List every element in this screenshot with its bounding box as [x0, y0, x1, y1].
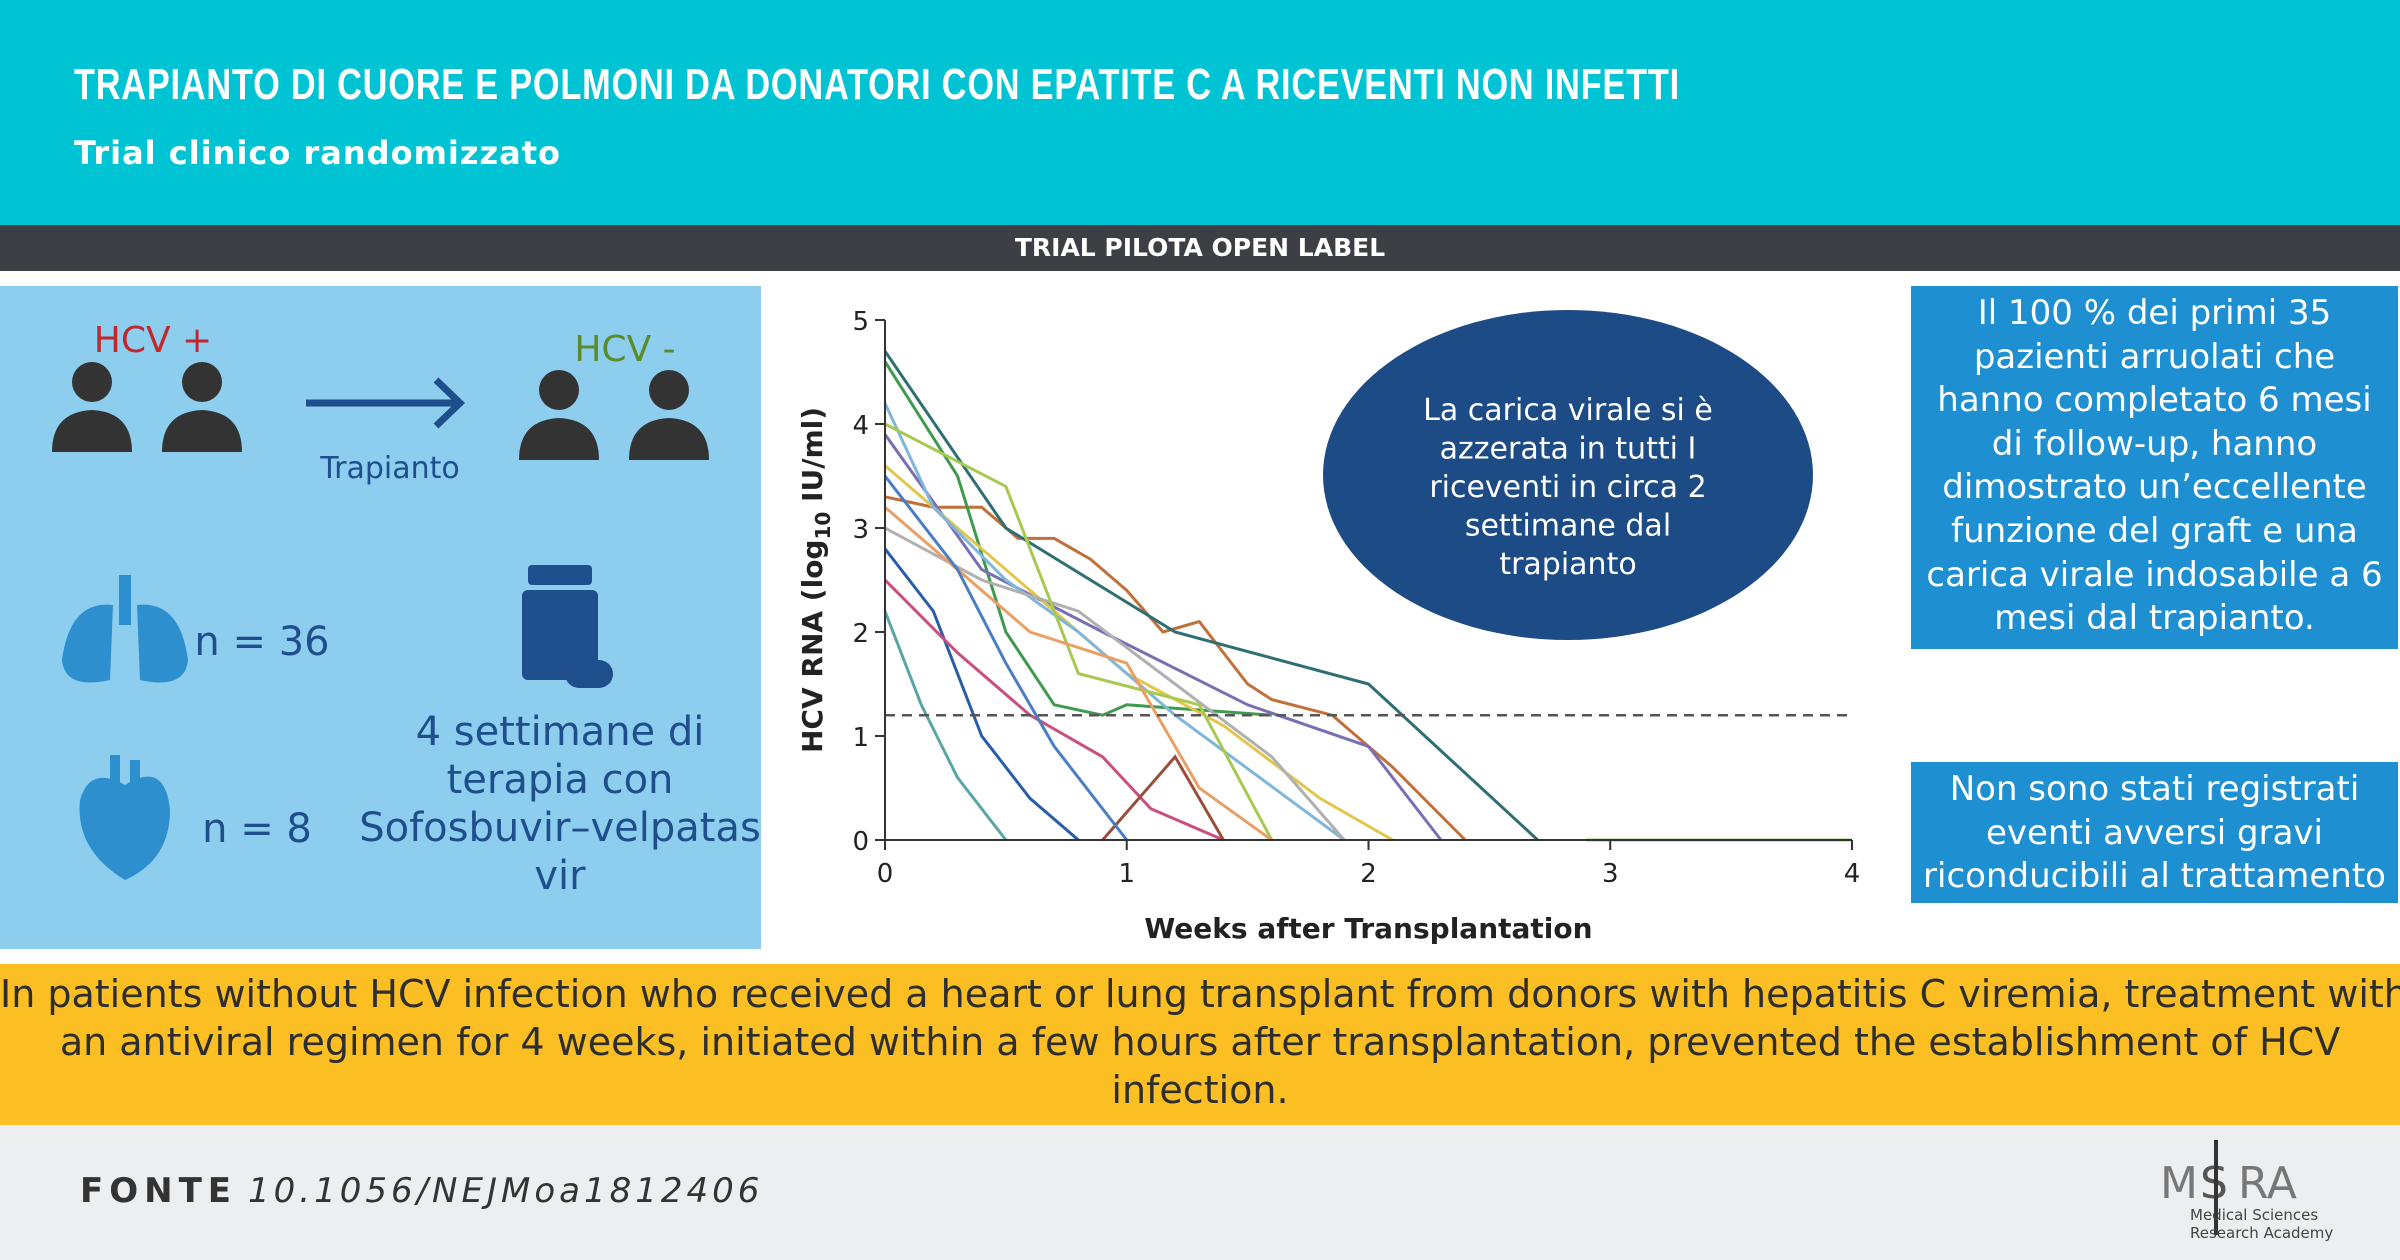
logo: M — [2160, 1158, 2198, 1209]
series-line — [1101, 754, 1225, 841]
annotation-line: riceventi in circa 2 — [1429, 470, 1706, 505]
lung-count: n = 36 — [194, 619, 329, 665]
text-line: hanno completato 6 mesi — [1937, 380, 2372, 421]
lung-icon — [62, 575, 188, 683]
series-line — [884, 495, 1467, 842]
text-line: carica virale indosabile a 6 — [1926, 554, 2383, 595]
therapy-line: 4 settimane di — [416, 709, 705, 755]
info-text: Non sono stati registrati eventi avversi … — [1911, 768, 2398, 899]
series-line — [883, 402, 1346, 842]
annotation-line: azzerata in tutti I — [1440, 432, 1697, 467]
heart-icon — [79, 755, 170, 880]
series-line — [883, 360, 1272, 717]
series-line — [883, 350, 1539, 842]
doi: 10.1056/NEJMoa1812406 — [248, 1171, 764, 1211]
y-tick-label: 0 — [852, 827, 869, 857]
series-line — [883, 433, 1443, 841]
logo: Medical Sciences — [2190, 1206, 2318, 1224]
donor-label: HCV + — [94, 320, 212, 361]
series-line — [884, 422, 1274, 841]
text-line: dimostrato un’eccellente — [1942, 467, 2367, 508]
annotation-line: La carica virale si è — [1423, 393, 1713, 428]
donor-icons — [52, 362, 709, 460]
subtitle: Trial clinico randomizzato — [74, 134, 561, 172]
y-axis-label-part: HCV RNA (log — [796, 540, 829, 754]
arrow-label: Trapianto — [319, 451, 460, 486]
info-text: Il 100 % dei primi 35 pazienti arruolati … — [1911, 292, 2398, 641]
y-tick-label: 4 — [852, 411, 869, 441]
info-box — [1911, 286, 2398, 649]
text-line: funzione del graft e una — [1951, 510, 2358, 551]
annotation: La carica virale si è azzerata in tutti I… — [1423, 393, 1713, 582]
title: TRAPIANTO DI CUORE E POLMONI DA DONATORI… — [74, 60, 1680, 109]
series-line — [884, 506, 1273, 842]
conclusion: In patients without HCV infection who re… — [0, 970, 2400, 1114]
text-line: Il 100 % dei primi 35 — [1977, 293, 2332, 333]
therapy-line: Sofosbuvir–velpatas — [359, 805, 761, 851]
text-line: Non sono stati registrati — [1949, 769, 2360, 809]
x-tick-label: 4 — [1844, 859, 1861, 889]
x-tick-label: 3 — [1602, 859, 1619, 889]
series-line — [883, 578, 1225, 842]
text-line: pazienti arruolati che — [1973, 336, 2336, 377]
x-tick-label: 2 — [1360, 859, 1377, 889]
text-line: eventi avversi gravi — [1986, 812, 2323, 853]
y-axis-label-part: IU/ml) — [796, 407, 829, 512]
therapy-line: terapia con — [447, 757, 674, 803]
text-line: In patients without HCV infection who re… — [0, 972, 2400, 1016]
logo: RA — [2238, 1158, 2297, 1209]
y-tick-label: 2 — [852, 619, 869, 649]
text-line: riconducibili al trattamento — [1923, 856, 2386, 897]
series-line — [883, 475, 1128, 841]
series-line — [884, 526, 1346, 841]
drug-icon — [522, 565, 613, 688]
x-axis-label: Weeks after Transplantation — [1144, 912, 1592, 945]
y-axis-label-part: 10 — [811, 512, 835, 540]
text-line: mesi dal trapianto. — [1994, 598, 2315, 639]
annotation-line: trapianto — [1499, 547, 1636, 582]
annotation-line: settimane dal — [1465, 509, 1671, 544]
logo: Research Academy — [2190, 1224, 2333, 1242]
therapy-line: vir — [534, 853, 586, 899]
text-line: an antiviral regimen for 4 weeks, initia… — [59, 1020, 2341, 1064]
banner: TRIAL PILOTA OPEN LABEL — [0, 225, 2400, 271]
x-tick-label: 0 — [877, 859, 894, 889]
heart-count: n = 8 — [202, 806, 312, 852]
y-axis-label: HCV RNA (log10 IU/ml) — [796, 407, 835, 753]
footer-label: FONTE — [80, 1171, 238, 1211]
text-line: di follow-up, hanno — [1991, 423, 2318, 464]
recipient-label: HCV - — [574, 329, 675, 370]
series-line — [883, 610, 1008, 841]
footer — [0, 1125, 2400, 1260]
header — [0, 0, 2400, 225]
y-tick-label: 5 — [852, 307, 869, 337]
conclusion-band — [0, 964, 2400, 1125]
annotation-bubble — [1323, 310, 1813, 640]
y-tick-label: 3 — [852, 515, 869, 545]
x-tick-label: 1 — [1118, 859, 1135, 889]
series-line — [883, 547, 1080, 842]
text-line: infection. — [1111, 1068, 1289, 1112]
info-box — [1911, 762, 2398, 903]
arrow — [306, 377, 466, 429]
chart: 0 1 2 3 4 5 0 1 2 3 4 Weeks after Transplantation HC… — [796, 307, 1860, 945]
logo: S — [2200, 1158, 2228, 1209]
y-tick-label: 1 — [852, 723, 869, 753]
